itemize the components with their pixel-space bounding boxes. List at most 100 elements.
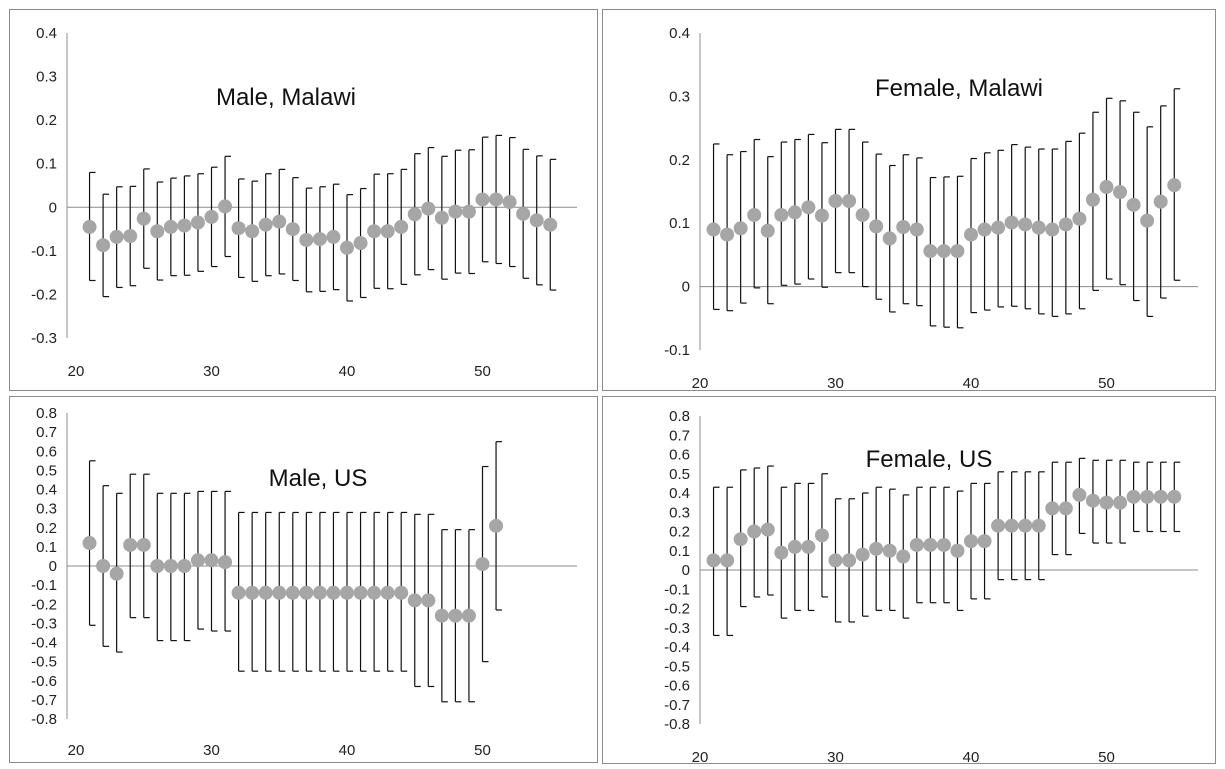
data-point bbox=[448, 608, 463, 623]
data-point bbox=[272, 214, 287, 229]
data-point bbox=[760, 223, 775, 238]
y-tick-label: 0.4 bbox=[36, 25, 57, 42]
data-point bbox=[720, 227, 735, 242]
y-tick-label: 0.5 bbox=[36, 462, 57, 479]
data-point bbox=[394, 219, 409, 234]
x-tick-label: 30 bbox=[203, 363, 220, 380]
data-point bbox=[964, 227, 978, 242]
data-point bbox=[991, 518, 1006, 533]
data-point bbox=[814, 528, 829, 543]
y-tick-label: 0.4 bbox=[669, 485, 690, 502]
data-point bbox=[801, 539, 816, 554]
data-point bbox=[760, 522, 775, 537]
data-point bbox=[896, 220, 911, 235]
data-point bbox=[1113, 495, 1128, 510]
x-tick-label: 40 bbox=[339, 742, 356, 759]
data-point bbox=[774, 545, 789, 560]
data-point bbox=[150, 224, 165, 239]
y-tick-label: 0.8 bbox=[36, 405, 57, 422]
data-point bbox=[326, 229, 341, 244]
data-point bbox=[163, 219, 178, 234]
x-tick-label: 20 bbox=[68, 742, 85, 759]
x-tick-label: 30 bbox=[827, 749, 844, 765]
data-point bbox=[82, 219, 97, 234]
y-tick-label: -0.1 bbox=[31, 243, 57, 260]
data-point bbox=[475, 192, 490, 207]
data-point bbox=[1113, 185, 1128, 200]
data-point bbox=[163, 559, 178, 573]
data-point bbox=[787, 205, 802, 220]
y-tick-label: -0.7 bbox=[31, 692, 57, 709]
data-point bbox=[720, 553, 735, 568]
x-tick-label: 40 bbox=[339, 363, 356, 380]
data-point bbox=[529, 213, 544, 228]
y-tick-label: 0 bbox=[49, 558, 57, 575]
data-point bbox=[964, 534, 978, 549]
y-tick-label: 0.4 bbox=[669, 25, 690, 42]
data-point bbox=[747, 207, 762, 222]
data-point bbox=[380, 224, 395, 239]
chart-title: Male, Malawi bbox=[216, 84, 356, 111]
data-point bbox=[96, 559, 111, 573]
data-point bbox=[312, 232, 327, 247]
data-point bbox=[828, 553, 843, 568]
data-point bbox=[434, 608, 449, 623]
data-point bbox=[231, 585, 246, 600]
y-tick-label: -0.5 bbox=[664, 658, 690, 675]
y-tick-label: 0.1 bbox=[669, 215, 690, 232]
data-point bbox=[706, 222, 721, 237]
data-point bbox=[136, 211, 151, 226]
chart-female-malawi: -0.1 0 0.1 0.2 0.3 0.4 20 30 40 50 Female, Malawi bbox=[664, 25, 1198, 392]
data-point bbox=[733, 221, 748, 236]
data-point bbox=[177, 218, 192, 233]
data-point bbox=[461, 608, 476, 623]
data-point bbox=[218, 555, 233, 570]
data-point bbox=[1031, 518, 1046, 533]
data-point bbox=[136, 537, 151, 552]
data-point bbox=[706, 553, 721, 568]
data-point bbox=[150, 559, 165, 573]
data-point bbox=[218, 199, 233, 214]
data-point bbox=[285, 222, 300, 237]
data-point bbox=[190, 215, 205, 230]
data-point bbox=[1031, 220, 1046, 235]
data-point bbox=[204, 553, 219, 568]
data-point bbox=[1099, 180, 1114, 195]
data-point bbox=[828, 194, 843, 209]
chart-panel-female-malawi: -0.1 0 0.1 0.2 0.3 0.4 20 30 40 50 Female, Malawi bbox=[602, 9, 1216, 392]
y-tick-label: 0.7 bbox=[36, 424, 57, 441]
data-point bbox=[842, 553, 857, 568]
y-tick-label: -0.6 bbox=[664, 678, 690, 695]
y-tick-label: 0.1 bbox=[669, 543, 690, 560]
data-point bbox=[842, 194, 857, 209]
data-point bbox=[747, 524, 762, 539]
data-point bbox=[1018, 217, 1033, 232]
data-point bbox=[489, 518, 504, 533]
data-point bbox=[1072, 487, 1087, 502]
chart-title: Male, US bbox=[269, 465, 368, 492]
y-tick-label: 0.3 bbox=[669, 88, 690, 105]
data-point bbox=[869, 219, 884, 234]
chart-male-us: -0.8 -0.7 -0.6 -0.5 -0.4 -0.3 -0.2 -0.1 0 0.1 0.2 0… bbox=[31, 405, 577, 759]
data-point bbox=[109, 229, 124, 244]
data-point bbox=[1045, 222, 1060, 237]
data-point bbox=[882, 543, 897, 558]
data-point bbox=[1018, 518, 1033, 533]
x-tick-label: 30 bbox=[827, 375, 844, 392]
y-tick-label: 0.6 bbox=[669, 447, 690, 464]
data-point bbox=[96, 238, 111, 253]
data-point bbox=[109, 566, 124, 581]
x-tick-label: 50 bbox=[474, 742, 491, 759]
chart-panel-female-us: -0.8 -0.7 -0.6 -0.5 -0.4 -0.3 -0.2 -0.1 0 0.1 0.2 0… bbox=[602, 396, 1216, 765]
data-point bbox=[1072, 211, 1087, 226]
chart-female-us: -0.8 -0.7 -0.6 -0.5 -0.4 -0.3 -0.2 -0.1 0 0.1 0.2 0… bbox=[664, 408, 1198, 765]
data-point bbox=[1153, 489, 1168, 504]
data-point bbox=[923, 537, 938, 552]
data-point bbox=[190, 553, 205, 568]
data-point bbox=[461, 204, 476, 219]
data-point bbox=[123, 229, 138, 244]
chart-panel-male-us: -0.8 -0.7 -0.6 -0.5 -0.4 -0.3 -0.2 -0.1 0 0.1 0.2 0… bbox=[9, 396, 598, 763]
data-point bbox=[923, 244, 938, 259]
data-point bbox=[909, 537, 924, 552]
data-point bbox=[272, 585, 287, 600]
